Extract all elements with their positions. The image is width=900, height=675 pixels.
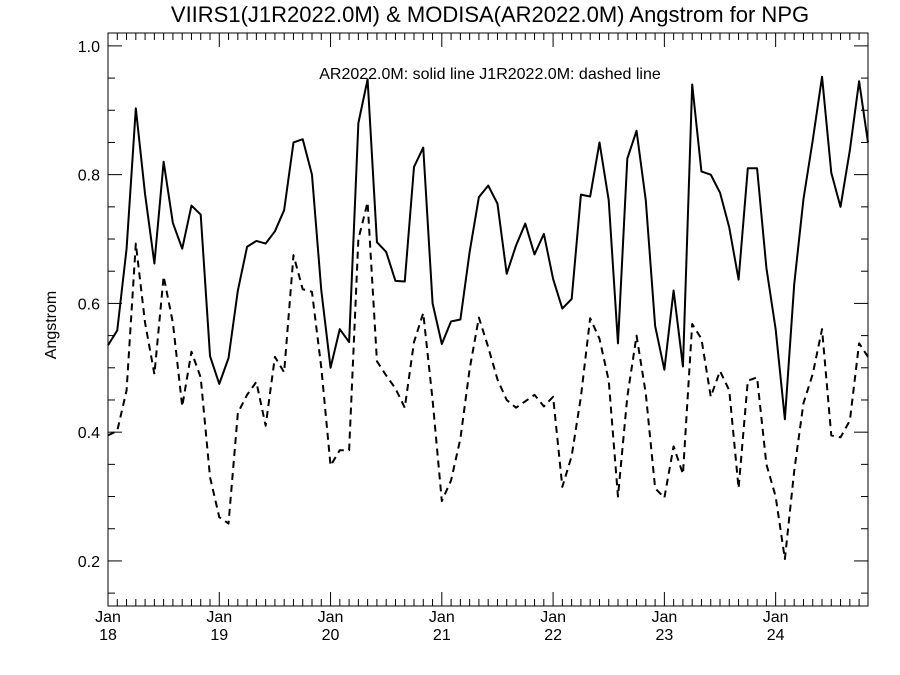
x-tick-month-label: Jan bbox=[95, 609, 121, 626]
x-tick-month-label: Jan bbox=[429, 609, 455, 626]
x-tick-month-label: Jan bbox=[763, 609, 789, 626]
y-tick-label: 0.6 bbox=[78, 296, 100, 313]
y-tick-label: 0.4 bbox=[78, 425, 100, 442]
x-tick-month-label: Jan bbox=[540, 609, 566, 626]
data-point-series-1 bbox=[747, 380, 749, 382]
x-tick-year-label: 18 bbox=[99, 627, 117, 644]
data-point-series-1 bbox=[172, 322, 174, 324]
x-tick-month-label: Jan bbox=[318, 609, 344, 626]
data-point-series-1 bbox=[849, 420, 851, 422]
y-tick-label: 0.8 bbox=[78, 168, 100, 185]
data-point-series-1 bbox=[394, 387, 396, 389]
x-tick-year-label: 19 bbox=[210, 627, 228, 644]
data-point-series-1 bbox=[163, 275, 165, 277]
data-point-series-1 bbox=[645, 393, 647, 395]
x-tick-year-label: 24 bbox=[767, 627, 785, 644]
series-line-dashed bbox=[107, 201, 869, 560]
data-point-series-1 bbox=[626, 396, 628, 398]
x-tick-year-label: 23 bbox=[655, 627, 673, 644]
x-tick-year-label: 22 bbox=[544, 627, 562, 644]
data-point-series-1 bbox=[728, 389, 730, 391]
x-tick-month-label: Jan bbox=[651, 609, 677, 626]
data-point-series-1 bbox=[459, 438, 461, 440]
y-axis-ticks: 0.2 0.4 0.6 0.8 1.0 bbox=[78, 39, 868, 594]
x-tick-year-label: 21 bbox=[433, 627, 451, 644]
data-point-series-1 bbox=[608, 380, 610, 382]
data-point-series-1 bbox=[571, 455, 573, 457]
data-point-series-1 bbox=[756, 376, 758, 378]
data-point-series-1 bbox=[116, 430, 118, 432]
series-line-solid bbox=[107, 75, 869, 421]
data-point-series-1 bbox=[469, 368, 471, 370]
data-point-series-1 bbox=[682, 473, 684, 475]
x-tick-month-label: Jan bbox=[206, 609, 232, 626]
data-point-series-1 bbox=[432, 399, 434, 401]
x-tick-year-label: 20 bbox=[322, 627, 340, 644]
data-point-series-1 bbox=[719, 370, 721, 372]
y-tick-label: 1.0 bbox=[78, 39, 100, 56]
data-point-series-1 bbox=[330, 465, 332, 467]
data-point-series-1 bbox=[775, 496, 777, 498]
plot-frame bbox=[107, 32, 869, 607]
data-point-series-1 bbox=[367, 201, 369, 203]
data-point-series-1 bbox=[654, 487, 656, 489]
line-style-annotation: AR2022.0M: solid line J1R2022.0M: dashed… bbox=[319, 66, 661, 83]
data-point-series-1 bbox=[700, 338, 702, 340]
y-tick-label: 0.2 bbox=[78, 554, 100, 571]
data-point-series-1 bbox=[181, 405, 183, 407]
chart-title: VIIRS1(J1R2022.0M) & MODISA(AR2022.0M) A… bbox=[171, 2, 809, 27]
y-axis-label: Angstrom bbox=[43, 291, 60, 359]
series-layer bbox=[107, 75, 869, 560]
data-point-series-1 bbox=[580, 396, 582, 398]
data-point-series-1 bbox=[738, 487, 740, 489]
